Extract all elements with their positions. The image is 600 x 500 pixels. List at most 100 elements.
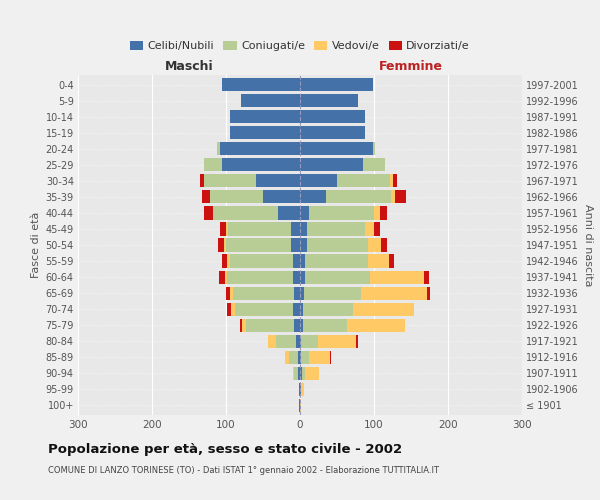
Bar [393,174,397,188]
Bar [299,399,300,412]
Bar [302,366,305,380]
Bar [224,238,226,252]
Bar [300,270,305,283]
Bar [294,286,300,300]
Bar [329,350,331,364]
Bar [230,286,233,300]
Bar [300,126,365,140]
Bar [222,78,300,91]
Bar [268,334,275,348]
Bar [300,222,307,235]
Bar [227,270,293,283]
Bar [427,286,430,300]
Bar [300,302,303,316]
Bar [361,286,427,300]
Bar [301,350,309,364]
Bar [298,350,300,364]
Bar [347,318,405,332]
Bar [285,350,289,364]
Bar [370,270,424,283]
Bar [220,270,225,283]
Bar [300,399,301,412]
Bar [220,222,226,235]
Bar [300,206,309,220]
Bar [225,270,227,283]
Bar [307,222,365,235]
Bar [217,142,220,156]
Bar [382,238,388,252]
Bar [326,190,391,203]
Bar [356,334,358,348]
Bar [294,366,298,380]
Bar [230,126,300,140]
Y-axis label: Anni di nascita: Anni di nascita [583,204,593,286]
Bar [220,142,300,156]
Bar [240,318,242,332]
Bar [296,334,300,348]
Bar [300,190,326,203]
Bar [278,206,300,220]
Bar [293,254,300,268]
Bar [389,254,394,268]
Bar [318,334,356,348]
Bar [231,302,235,316]
Bar [294,318,300,332]
Bar [204,174,256,188]
Bar [305,270,370,283]
Bar [300,142,373,156]
Bar [395,190,406,203]
Bar [298,366,300,380]
Bar [235,302,293,316]
Bar [210,190,263,203]
Bar [300,383,301,396]
Bar [226,286,230,300]
Bar [301,383,304,396]
Bar [218,238,224,252]
Bar [305,254,368,268]
Bar [200,174,204,188]
Bar [293,270,300,283]
Bar [368,254,389,268]
Bar [303,302,353,316]
Bar [226,238,291,252]
Text: Popolazione per età, sesso e stato civile - 2002: Popolazione per età, sesso e stato civil… [48,442,402,456]
Bar [230,110,300,124]
Bar [233,286,294,300]
Bar [391,190,395,203]
Bar [204,158,222,172]
Bar [424,270,429,283]
Text: Femmine: Femmine [379,60,443,74]
Bar [337,174,390,188]
Bar [365,222,374,235]
Legend: Celibi/Nubili, Coniugati/e, Vedovi/e, Divorziati/e: Celibi/Nubili, Coniugati/e, Vedovi/e, Di… [125,36,475,56]
Bar [304,286,361,300]
Bar [291,222,300,235]
Bar [242,318,246,332]
Bar [374,206,380,220]
Bar [293,366,294,380]
Bar [204,206,212,220]
Bar [300,94,358,107]
Bar [246,318,294,332]
Bar [241,94,300,107]
Bar [373,142,376,156]
Bar [374,222,380,235]
Bar [309,206,374,220]
Bar [202,190,210,203]
Bar [300,174,337,188]
Bar [256,174,300,188]
Bar [291,238,300,252]
Bar [293,302,300,316]
Bar [226,222,228,235]
Bar [222,254,227,268]
Bar [300,254,305,268]
Bar [300,286,304,300]
Bar [300,110,365,124]
Bar [222,158,300,172]
Bar [230,254,293,268]
Bar [263,190,300,203]
Bar [380,206,388,220]
Bar [363,158,385,172]
Bar [307,238,368,252]
Bar [368,238,382,252]
